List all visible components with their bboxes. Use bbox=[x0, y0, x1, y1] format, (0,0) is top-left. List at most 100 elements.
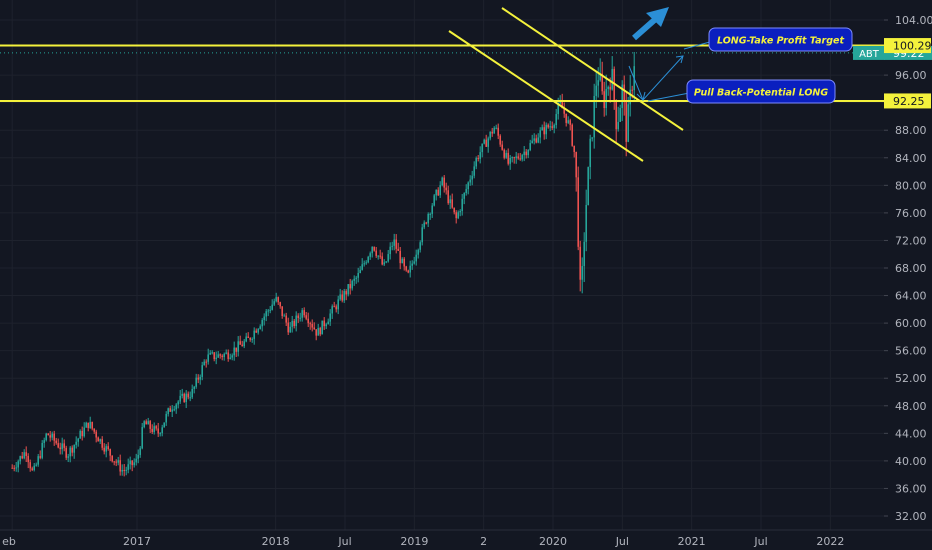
time-tick-label: 2 bbox=[480, 535, 487, 548]
candle-body bbox=[287, 322, 289, 333]
candle-body bbox=[479, 152, 481, 159]
candle-body bbox=[505, 152, 507, 158]
candle-body bbox=[291, 320, 293, 327]
candle-body bbox=[443, 177, 445, 188]
candle-body bbox=[461, 198, 463, 212]
candle-body bbox=[197, 377, 199, 380]
candle-body bbox=[265, 311, 267, 317]
candle-body bbox=[189, 397, 191, 399]
price-tick-label: 76.00 bbox=[895, 207, 927, 220]
candle-body bbox=[167, 408, 169, 414]
candle-body bbox=[497, 127, 499, 136]
candle-body bbox=[145, 421, 147, 425]
price-axis[interactable]: 104.0096.0092.0088.0084.0080.0076.0072.0… bbox=[853, 0, 932, 550]
price-tick-label: 96.00 bbox=[895, 69, 927, 82]
time-tick-label: 2018 bbox=[262, 535, 290, 548]
candle-body bbox=[523, 151, 525, 156]
candle-body bbox=[245, 336, 247, 342]
candle-body bbox=[607, 86, 609, 90]
candle-body bbox=[437, 189, 439, 196]
candle-body bbox=[215, 357, 217, 360]
candle-body bbox=[475, 158, 477, 167]
candle-body bbox=[503, 149, 505, 158]
candle-body bbox=[31, 468, 33, 470]
price-tick-label: 32.00 bbox=[895, 510, 927, 523]
candle-body bbox=[307, 318, 309, 324]
candle-body bbox=[593, 95, 595, 138]
candle-body bbox=[563, 108, 565, 114]
candle-body bbox=[233, 347, 235, 356]
candle-body bbox=[425, 222, 427, 224]
candle-body bbox=[35, 464, 37, 466]
candle-body bbox=[257, 328, 259, 333]
candle-body bbox=[17, 461, 19, 468]
candle-body bbox=[375, 250, 377, 256]
candle-body bbox=[403, 258, 405, 267]
candle-body bbox=[459, 211, 461, 213]
price-tick-label: 68.00 bbox=[895, 262, 927, 275]
candle-body bbox=[161, 427, 163, 434]
candle-body bbox=[225, 352, 227, 354]
candle-body bbox=[147, 421, 149, 425]
candle-body bbox=[105, 446, 107, 452]
take-profit-callout-text: LONG-Take Profit Target bbox=[717, 36, 844, 47]
candle-body bbox=[269, 309, 271, 311]
candle-body bbox=[63, 443, 65, 448]
candle-body bbox=[15, 467, 17, 469]
candle-body bbox=[345, 291, 347, 295]
candle-body bbox=[545, 124, 547, 135]
candle-body bbox=[529, 143, 531, 151]
candle-body bbox=[609, 86, 611, 90]
candle-body bbox=[115, 461, 117, 463]
candle-body bbox=[45, 433, 47, 441]
candle-body bbox=[73, 444, 75, 453]
candle-body bbox=[87, 422, 89, 429]
candle-body bbox=[247, 336, 249, 338]
projected-path-arrowhead-up bbox=[675, 55, 684, 64]
candle-body bbox=[385, 261, 387, 263]
candle-body bbox=[521, 155, 523, 160]
candle-body bbox=[107, 446, 109, 450]
candle-body bbox=[343, 291, 345, 301]
price-tick-label: 48.00 bbox=[895, 400, 927, 413]
candle-body bbox=[181, 393, 183, 396]
candle-body bbox=[315, 329, 317, 336]
candle-body bbox=[217, 354, 219, 358]
candle-body bbox=[467, 182, 469, 190]
time-axis-background bbox=[0, 530, 932, 550]
candle-body bbox=[29, 462, 31, 469]
candle-body bbox=[61, 443, 63, 450]
candle-body bbox=[285, 315, 287, 323]
candle-body bbox=[283, 315, 285, 317]
candle-body bbox=[99, 439, 101, 442]
candle-body bbox=[489, 131, 491, 139]
symbol-badge bbox=[853, 45, 885, 60]
candle-body bbox=[171, 409, 173, 412]
candle-body bbox=[417, 249, 419, 255]
candle-body bbox=[241, 344, 243, 347]
candle-body bbox=[101, 439, 103, 448]
candle-body bbox=[305, 315, 307, 319]
candle-body bbox=[493, 127, 495, 134]
candle-body bbox=[387, 254, 389, 262]
candle-body bbox=[567, 120, 569, 123]
candle-body bbox=[569, 120, 571, 125]
time-axis[interactable]: eb 2017 2018 Jul 2019 2 2020 Jul 2021 Jul 2022 bbox=[0, 529, 932, 550]
candle-body bbox=[67, 456, 69, 458]
candle-body bbox=[431, 205, 433, 214]
level-price-label: 92.25 bbox=[893, 95, 925, 108]
candle-body bbox=[191, 388, 193, 398]
candle-body bbox=[85, 422, 87, 428]
candle-body bbox=[267, 310, 269, 312]
candle-body bbox=[209, 352, 211, 355]
candle-body bbox=[227, 352, 229, 359]
candle-body bbox=[235, 347, 237, 352]
candle-body bbox=[143, 421, 145, 428]
candle-body bbox=[301, 310, 303, 318]
time-tick-label: 2019 bbox=[400, 535, 428, 548]
candle-body bbox=[183, 393, 185, 403]
candle-body bbox=[455, 212, 457, 219]
candle-body bbox=[281, 306, 283, 316]
candle-body bbox=[501, 144, 503, 150]
price-tick-label: 72.00 bbox=[895, 234, 927, 247]
